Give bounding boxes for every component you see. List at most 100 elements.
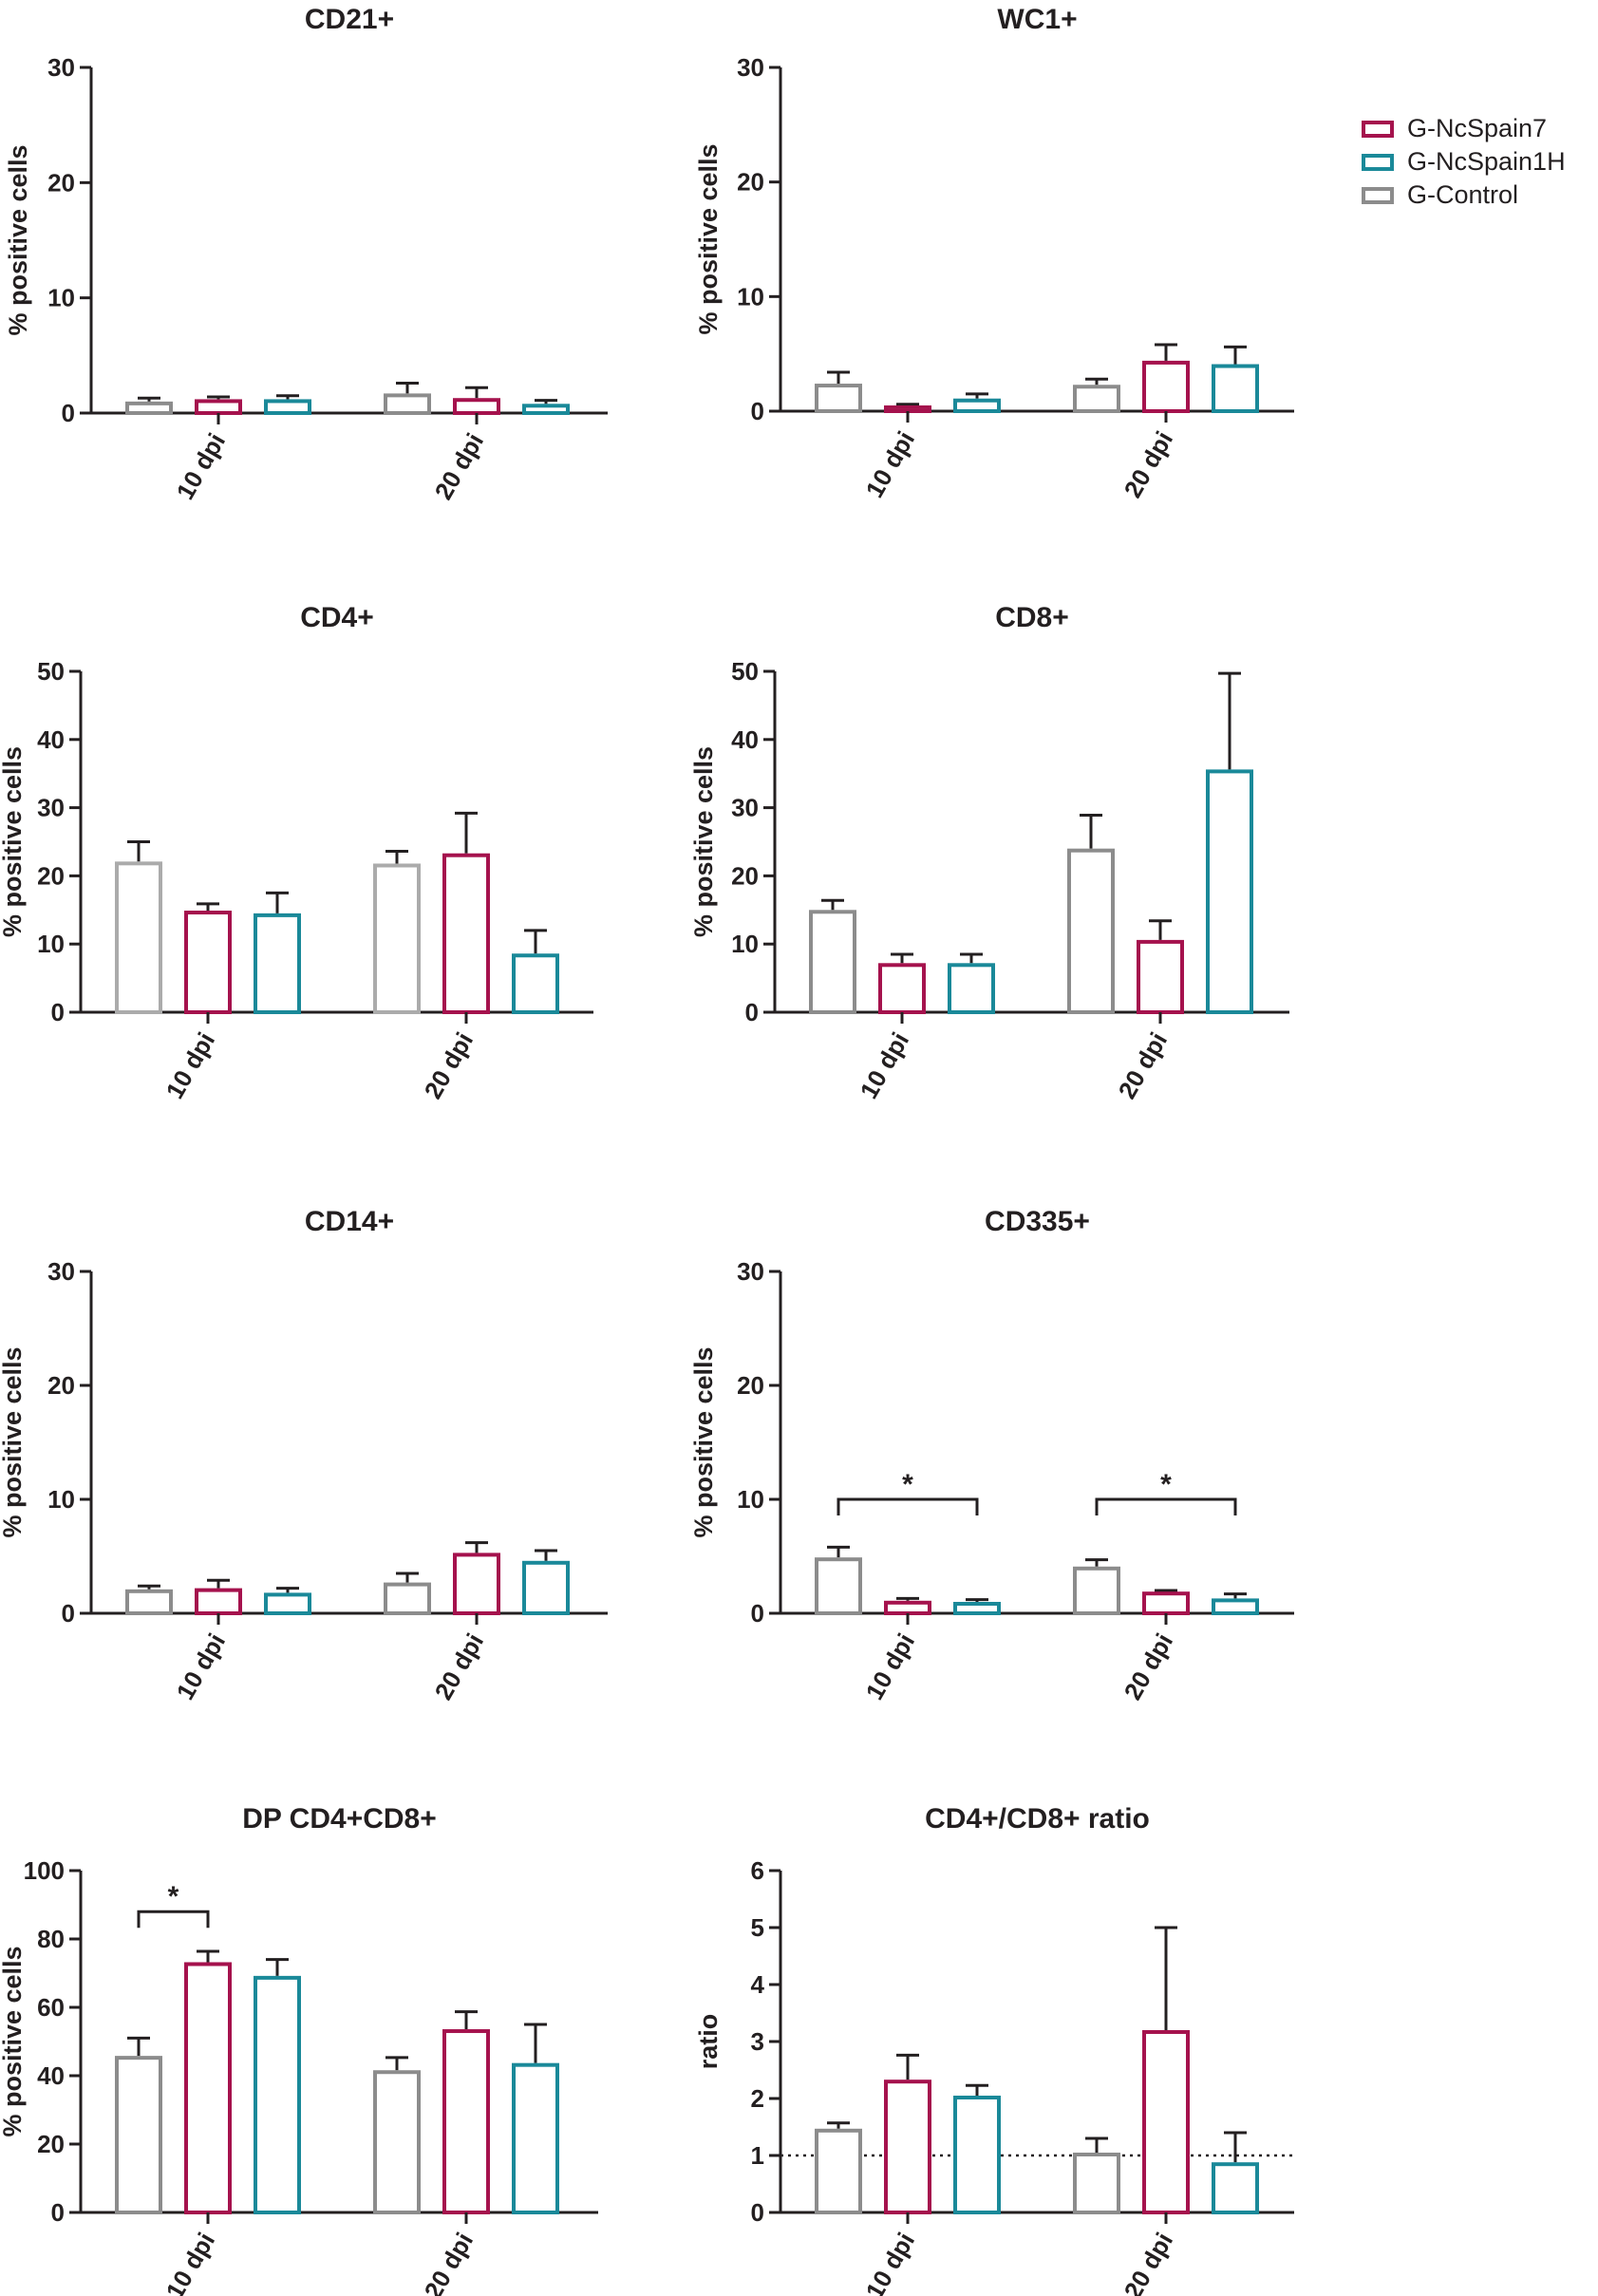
legend-label-g-ncspain1h: G-NcSpain1H <box>1407 147 1566 176</box>
legend-label-g-control: G-Control <box>1407 180 1519 209</box>
y-tick-label: 0 <box>751 1599 764 1628</box>
bar-g-ncspain7 <box>453 398 500 415</box>
y-tick-label: 40 <box>731 725 759 754</box>
x-tick-label: 20 dpi <box>1119 426 1179 502</box>
bar-g-ncspain1h <box>953 398 1001 413</box>
y-tick-label: 50 <box>731 657 759 686</box>
significance-label: * <box>168 1881 179 1912</box>
y-tick-label: 30 <box>47 53 75 82</box>
bar-g-control <box>1073 385 1120 414</box>
x-tick-label: 10 dpi <box>860 426 921 502</box>
bar-g-ncspain1h <box>264 1592 311 1616</box>
legend: G-NcSpain7 G-NcSpain1H G-Control <box>1362 112 1566 212</box>
significance-bracket <box>1095 1497 1237 1515</box>
chart-title: CD335+ <box>985 1206 1090 1237</box>
bar-g-ncspain7 <box>1142 360 1190 414</box>
x-tick-label: 10 dpi <box>855 1027 915 1103</box>
bar-g-ncspain1h <box>1212 364 1259 414</box>
chart-title: CD8+ <box>995 602 1069 633</box>
legend-swatch-g-ncspain7 <box>1362 120 1394 138</box>
y-tick-label: 30 <box>737 53 764 82</box>
y-tick-label: 20 <box>37 2130 65 2158</box>
bar-g-control <box>384 393 431 415</box>
bar-g-control <box>115 861 162 1015</box>
y-tick-label: 10 <box>737 282 764 311</box>
x-tick-label: 10 dpi <box>171 1628 232 1704</box>
y-tick-label: 5 <box>751 1913 764 1942</box>
chart-title: CD4+/CD8+ ratio <box>925 1803 1150 1835</box>
legend-item-g-ncspain7: G-NcSpain7 <box>1362 112 1566 145</box>
significance-bracket <box>137 1910 210 1929</box>
y-tick-label: 6 <box>751 1856 764 1885</box>
y-tick-label: 30 <box>737 1257 764 1286</box>
y-tick-label: 50 <box>37 657 65 686</box>
chart-panel-1: CD21+ % positive cells 0 10 20 30 10 dpi 20 dpi <box>4 4 608 504</box>
significance-bracket <box>837 1497 979 1515</box>
y-tick-label: 100 <box>24 1856 65 1885</box>
y-tick-label: 20 <box>737 168 764 197</box>
y-axis-label: % positive cells <box>0 746 27 937</box>
legend-swatch-g-control <box>1362 186 1394 204</box>
x-tick-label: 10 dpi <box>160 2228 221 2296</box>
bar-g-ncspain1h <box>522 404 570 416</box>
chart-title: CD4+ <box>300 602 374 633</box>
x-tick-label: 10 dpi <box>860 1628 921 1704</box>
x-tick-label: 20 dpi <box>419 1027 479 1103</box>
chart-panel-7: DP CD4+CD8+ % positive cells 0 20 40 60 80 100 1… <box>0 1803 598 2296</box>
x-tick-label: 10 dpi <box>160 1027 221 1103</box>
chart-title: WC1+ <box>997 4 1077 35</box>
bar-g-ncspain7 <box>195 399 242 416</box>
bar-g-ncspain7 <box>442 853 490 1014</box>
chart-panel-6: CD335+ % positive cells 0 10 20 30 10 dpi 20 dp… <box>689 1206 1294 1704</box>
bar-g-control <box>1073 2153 1120 2214</box>
significance-label: * <box>1160 1469 1172 1500</box>
y-tick-label: 1 <box>751 2141 764 2170</box>
bar-g-control <box>1073 1566 1120 1616</box>
x-tick-label: 20 dpi <box>419 2228 479 2296</box>
bar-g-ncspain7 <box>884 2080 931 2214</box>
bar-g-ncspain1h <box>264 399 311 416</box>
y-axis-label: % positive cells <box>0 1346 27 1537</box>
chart-panel-2: WC1+ % positive cells 0 10 20 30 10 dpi 20 dpi <box>694 4 1294 502</box>
bar-g-ncspain7 <box>184 1962 232 2214</box>
y-axis-label: ratio <box>694 2014 723 2070</box>
y-tick-label: 0 <box>62 399 75 427</box>
bar-g-control <box>373 863 421 1015</box>
y-tick-label: 0 <box>745 998 759 1026</box>
y-tick-label: 40 <box>37 2061 65 2090</box>
y-tick-label: 20 <box>37 861 65 890</box>
bar-g-ncspain7 <box>1142 1591 1190 1615</box>
y-tick-label: 30 <box>37 794 65 822</box>
chart-title: DP CD4+CD8+ <box>242 1803 437 1835</box>
bar-g-control <box>1067 848 1115 1014</box>
x-tick-label: 20 dpi <box>429 428 490 504</box>
y-tick-label: 20 <box>47 1371 75 1400</box>
y-axis-label: % positive cells <box>0 1946 27 2136</box>
bar-g-ncspain7 <box>1142 2030 1190 2214</box>
y-tick-label: 20 <box>47 168 75 197</box>
y-tick-label: 0 <box>751 397 764 425</box>
y-tick-label: 10 <box>47 284 75 312</box>
y-tick-label: 0 <box>51 998 65 1026</box>
y-tick-label: 3 <box>751 2027 764 2056</box>
bar-g-ncspain7 <box>195 1588 242 1615</box>
bar-g-ncspain7 <box>453 1553 500 1616</box>
legend-swatch-g-ncspain1h <box>1362 153 1394 171</box>
bar-g-ncspain7 <box>1137 939 1184 1015</box>
bar-g-control <box>115 2056 162 2215</box>
bar-g-ncspain7 <box>884 1600 931 1616</box>
bar-g-control <box>815 2128 862 2215</box>
chart-title: CD14+ <box>305 1206 394 1237</box>
x-tick-label: 10 dpi <box>860 2228 921 2296</box>
x-tick-label: 20 dpi <box>1113 1027 1174 1103</box>
bar-g-ncspain1h <box>512 953 559 1015</box>
bar-g-ncspain1h <box>254 1975 301 2214</box>
bar-g-ncspain1h <box>522 1560 570 1616</box>
chart-panel-5: CD14+ % positive cells 0 10 20 30 10 dpi 20 dpi <box>0 1206 608 1704</box>
bar-g-control <box>809 910 856 1014</box>
bar-g-control <box>815 384 862 414</box>
chart-panel-3: CD4+ % positive cells 0 10 20 30 40 50 10 dpi 20 … <box>0 602 593 1103</box>
y-tick-label: 20 <box>731 861 759 890</box>
bar-g-ncspain1h <box>953 2096 1001 2214</box>
